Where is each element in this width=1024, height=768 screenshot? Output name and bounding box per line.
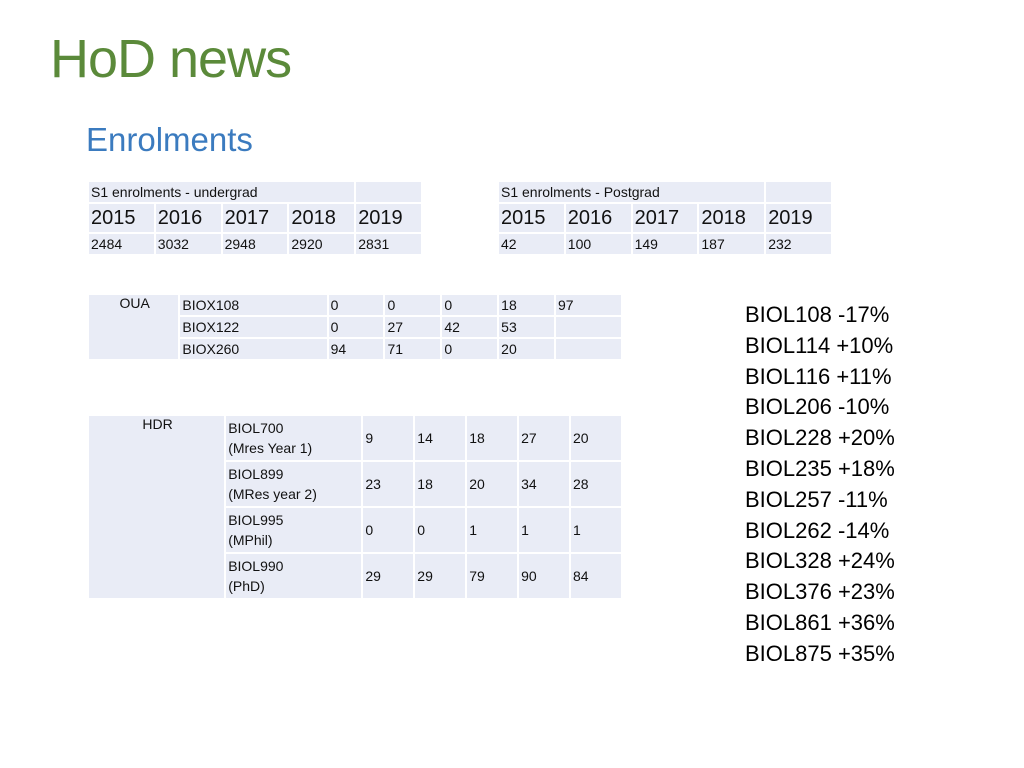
course-code: BIOL995 [228,512,284,528]
table-cell [766,182,831,202]
course-cell: BIOL990 (PhD) [226,554,362,598]
enrolment-value: 0 [363,508,414,552]
year-header: 2015 [89,204,154,232]
enrolment-value: 100 [565,234,631,254]
enrolment-value: 3032 [155,234,221,254]
enrolment-value: 28 [571,462,621,506]
oua-label: OUA [89,295,179,359]
enrolment-value: 232 [766,234,831,254]
year-header: 2018 [289,204,355,232]
list-item: BIOL875 +35% [745,640,895,666]
enrolment-value: 1 [519,508,569,552]
table-caption: S1 enrolments - undergrad [89,182,355,202]
year-header: 2016 [565,204,631,232]
enrolment-value: 2484 [89,234,154,254]
year-header: 2016 [155,204,221,232]
enrolment-value: 18 [467,416,518,460]
enrolment-value: 71 [385,339,441,359]
list-item: BIOL262 -14% [745,517,890,543]
list-item: BIOL861 +36% [745,609,895,635]
list-item: BIOL114 +10% [745,332,894,358]
list-item: BIOL328 +24% [745,548,895,574]
enrolment-value [556,317,621,337]
course-cell: BIOL700 (Mres Year 1) [226,416,362,460]
list-item: BIOL376 +23% [745,579,895,605]
list-item: BIOL108 -17% [745,302,890,327]
enrolment-value: 29 [363,554,414,598]
course-desc: (PhD) [228,578,265,594]
year-header: 2017 [632,204,698,232]
enrolment-value: 187 [699,234,765,254]
oua-enrolments-table: OUA BIOX108 0 0 0 18 97 BIOX122 0 27 42 … [87,293,623,361]
course-cell: BIOL995 (MPhil) [226,508,362,552]
enrolment-value: 29 [415,554,466,598]
year-header: 2019 [356,204,421,232]
enrolment-value: 23 [363,462,414,506]
enrolment-value: 84 [571,554,621,598]
course-code: BIOX122 [180,317,327,337]
undergrad-enrolments-table: S1 enrolments - undergrad 2015 2016 2017… [87,180,423,256]
enrolment-value: 1 [467,508,518,552]
enrolment-value: 149 [632,234,698,254]
enrolment-value [556,339,621,359]
page-title: HoD news [50,29,292,89]
course-code: BIOL899 [228,466,284,482]
enrolment-value: 0 [328,295,384,315]
enrolment-value: 94 [328,339,384,359]
enrolment-value: 27 [519,416,569,460]
enrolment-value: 90 [519,554,569,598]
list-item: BIOL206 -10% [745,394,890,420]
enrolment-value: 53 [499,317,554,337]
enrolment-value: 0 [328,317,384,337]
table-caption: S1 enrolments - Postgrad [499,182,765,202]
year-header: 2019 [766,204,831,232]
enrolment-value: 0 [385,295,441,315]
enrolment-value: 34 [519,462,569,506]
hdr-label: HDR [89,416,225,598]
enrolment-value: 9 [363,416,414,460]
enrolment-change-list: BIOL108 -17% BIOL114 +10% BIOL116 +11% B… [745,300,895,670]
enrolment-value: 0 [442,339,498,359]
enrolment-value: 27 [385,317,441,337]
year-header: 2017 [222,204,288,232]
list-item: BIOL116 +11% [745,363,892,389]
course-code: BIOX108 [180,295,327,315]
course-cell: BIOL899 (MRes year 2) [226,462,362,506]
year-header: 2018 [699,204,765,232]
enrolment-value: 0 [442,295,498,315]
list-item: BIOL228 +20% [745,425,895,451]
list-item: BIOL235 +18% [745,455,895,481]
enrolment-value: 2948 [222,234,288,254]
enrolment-value: 42 [442,317,498,337]
enrolment-value: 20 [571,416,621,460]
enrolment-value: 97 [556,295,621,315]
course-code: BIOL990 [228,558,284,574]
enrolment-value: 2831 [356,234,421,254]
enrolment-value: 20 [467,462,518,506]
course-code: BIOL700 [228,420,284,436]
enrolment-value: 2920 [289,234,355,254]
enrolment-value: 18 [499,295,554,315]
section-subtitle: Enrolments [86,121,253,158]
year-header: 2015 [499,204,564,232]
course-desc: (Mres Year 1) [228,440,313,456]
hdr-enrolments-table: HDR BIOL700 (Mres Year 1) 9 14 18 27 20 B… [87,414,623,600]
course-desc: (MPhil) [228,532,273,548]
enrolment-value: 1 [571,508,621,552]
course-desc: (MRes year 2) [228,486,317,502]
table-cell [356,182,421,202]
list-item: BIOL257 -11% [745,486,888,512]
enrolment-value: 20 [499,339,554,359]
enrolment-value: 18 [415,462,466,506]
postgrad-enrolments-table: S1 enrolments - Postgrad 2015 2016 2017 … [497,180,833,256]
enrolment-value: 0 [415,508,466,552]
course-code: BIOX260 [180,339,327,359]
enrolment-value: 42 [499,234,564,254]
enrolment-value: 79 [467,554,518,598]
enrolment-value: 14 [415,416,466,460]
